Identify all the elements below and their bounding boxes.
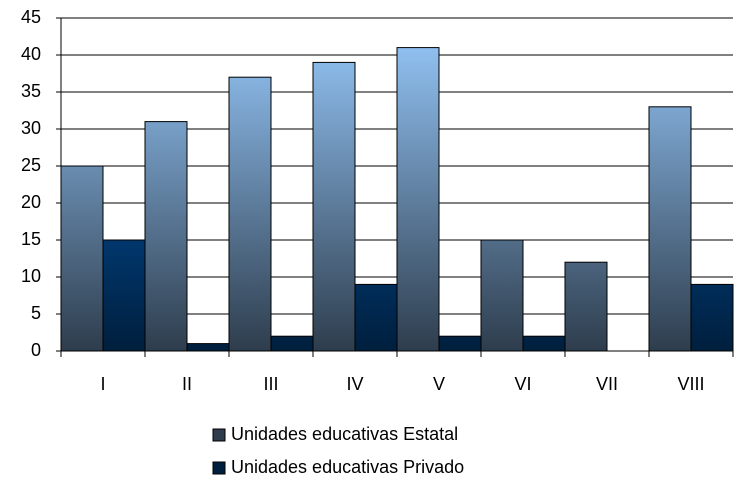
- legend-swatch: [212, 461, 226, 475]
- bar: [438, 335, 482, 352]
- x-tick-label: VI: [514, 374, 531, 394]
- x-tick-label: V: [433, 374, 445, 394]
- bar: [648, 106, 692, 352]
- x-tick-label: VII: [596, 374, 618, 394]
- x-tick-label: III: [263, 374, 278, 394]
- y-tick-label: 15: [21, 229, 41, 249]
- bar: [186, 343, 230, 352]
- x-tick-label: II: [182, 374, 192, 394]
- legend-swatch: [212, 428, 226, 442]
- y-tick-label: 10: [21, 266, 41, 286]
- y-tick-label: 30: [21, 118, 41, 138]
- y-tick-label: 0: [31, 340, 41, 360]
- bar: [312, 61, 356, 352]
- bar: [354, 283, 398, 352]
- bar: [522, 335, 566, 352]
- bar: [60, 165, 104, 352]
- y-tick-label: 25: [21, 155, 41, 175]
- y-tick-label: 35: [21, 81, 41, 101]
- legend-label: Unidades educativas Privado: [231, 457, 464, 477]
- bar: [690, 283, 734, 352]
- x-tick-label: I: [100, 374, 105, 394]
- y-tick-label: 40: [21, 44, 41, 64]
- y-tick-label: 20: [21, 192, 41, 212]
- y-tick-label: 45: [21, 7, 41, 27]
- bar: [564, 261, 608, 352]
- legend-label: Unidades educativas Estatal: [231, 424, 458, 444]
- x-tick-label: VIII: [677, 374, 704, 394]
- bar: [228, 76, 272, 352]
- bar: [396, 47, 440, 352]
- bar: [270, 335, 314, 352]
- y-tick-label: 5: [31, 303, 41, 323]
- bar: [144, 121, 188, 352]
- bar: [102, 239, 146, 352]
- bar: [480, 239, 524, 352]
- x-tick-label: IV: [346, 374, 363, 394]
